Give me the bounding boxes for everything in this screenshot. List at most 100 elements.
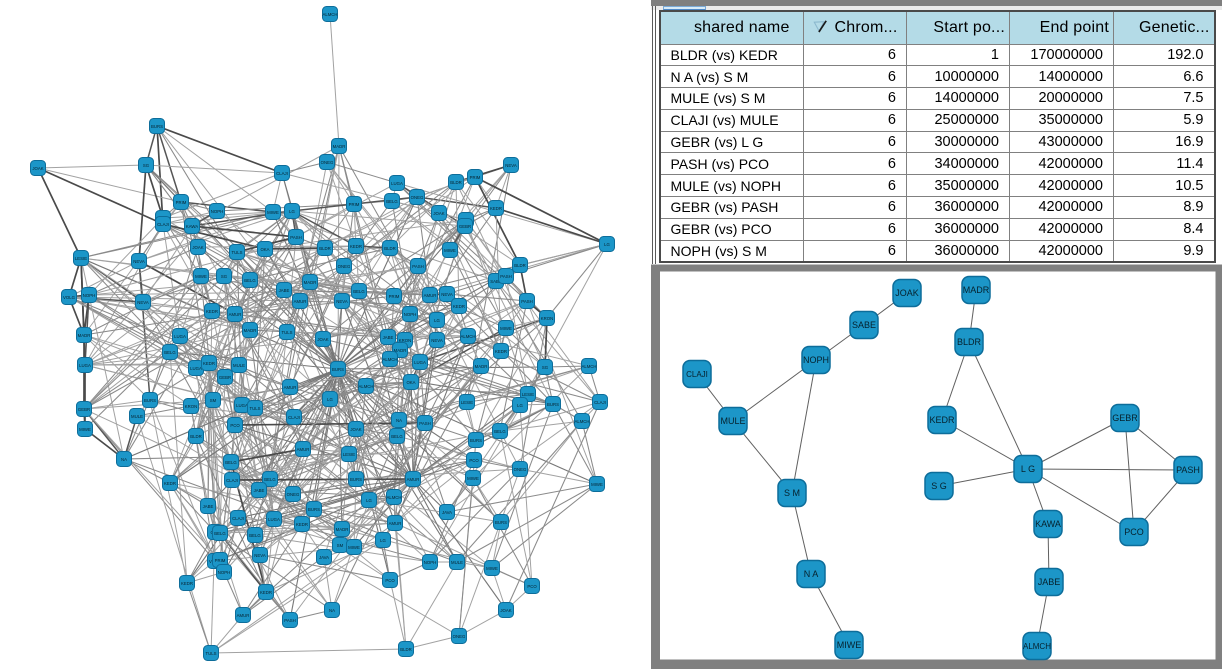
svg-text:LG: LG [604,242,610,247]
svg-text:MIWE: MIWE [267,210,279,215]
svg-text:L G: L G [1021,464,1035,474]
svg-text:LG: LG [327,397,333,402]
svg-text:BLDR: BLDR [384,246,395,251]
svg-text:AMUR: AMUR [297,447,310,452]
svg-text:SABE: SABE [852,320,876,330]
svg-text:PASH: PASH [284,618,295,623]
svg-text:MADR: MADR [78,333,91,338]
svg-text:MULE: MULE [131,414,143,419]
svg-text:PCO: PCO [527,584,537,589]
svg-text:VOLG: VOLG [63,295,76,300]
svg-text:BELG: BELG [264,477,276,482]
svg-text:CLAJI: CLAJI [157,222,169,227]
svg-text:PASH: PASH [1176,465,1200,475]
svg-text:CLAJI: CLAJI [276,171,288,176]
svg-text:PCO: PCO [230,423,240,428]
svg-text:KAWA: KAWA [186,224,198,229]
svg-text:SG: SG [143,163,150,168]
svg-text:LUGA: LUGA [391,181,403,186]
svg-text:S G: S G [931,481,947,491]
svg-text:ONEG: ONEG [453,634,466,639]
svg-text:BLDR: BLDR [514,263,525,268]
svg-text:JAVA: JAVA [319,555,329,560]
svg-text:ONEG: ONEG [321,160,334,165]
svg-text:NOPH: NOPH [218,570,230,575]
svg-text:BELG: BELG [386,199,398,204]
svg-text:PCO: PCO [1124,527,1144,537]
svg-text:SG: SG [221,274,228,279]
svg-text:NOPH: NOPH [404,312,416,317]
svg-text:JOAK: JOAK [192,245,203,250]
svg-text:KEDR: KEDR [203,361,215,366]
svg-text:MADR: MADR [394,348,407,353]
svg-text:BLDR: BLDR [190,434,201,439]
svg-text:JOAK: JOAK [433,211,444,216]
svg-text:PASH: PASH [412,264,423,269]
svg-text:LUGA: LUGA [174,334,186,339]
svg-text:MIWE: MIWE [467,476,479,481]
svg-text:ALMCH: ALMCH [574,419,589,424]
svg-text:ONEG: ONEG [514,467,527,472]
svg-text:KEDR: KEDR [181,581,193,586]
svg-text:ALMCH: ALMCH [322,12,337,17]
svg-text:MIWE: MIWE [591,482,603,487]
svg-text:SG: SG [542,365,549,370]
svg-text:CLAJI: CLAJI [594,400,606,405]
svg-text:AMUR: AMUR [284,385,297,390]
svg-text:JABE: JABE [383,335,394,340]
svg-text:JOAK: JOAK [350,427,361,432]
svg-text:BLDR: BLDR [957,337,982,347]
svg-text:KEDR: KEDR [260,590,272,595]
svg-text:MADR: MADR [963,285,990,295]
svg-text:KRON: KRON [399,338,411,343]
svg-text:NOPH: NOPH [83,293,95,298]
svg-text:SM: SM [337,543,344,548]
svg-text:NEVA: NEVA [133,259,145,264]
svg-text:AMUR: AMUR [294,299,307,304]
svg-text:GEBR: GEBR [78,407,90,412]
svg-text:BURS: BURS [151,124,163,129]
svg-text:KRON: KRON [185,404,197,409]
svg-text:MULE: MULE [451,560,463,565]
svg-text:MIWE: MIWE [348,545,360,550]
svg-text:NOPH: NOPH [424,560,436,565]
svg-text:KEDR: KEDR [164,481,176,486]
svg-text:MADR: MADR [244,328,257,333]
svg-text:OKA: OKA [406,380,415,385]
svg-text:MIWE: MIWE [195,274,207,279]
svg-text:NA: NA [121,457,127,462]
svg-text:JOAK: JOAK [500,608,511,613]
svg-text:AMUR: AMUR [407,477,420,482]
svg-text:JABE: JABE [279,288,290,293]
svg-text:JABE: JABE [254,488,265,493]
svg-text:LG: LG [380,538,386,543]
svg-text:LG: LG [517,403,523,408]
svg-text:KEDR: KEDR [490,206,502,211]
svg-text:LUGA: LUGA [414,360,426,365]
svg-text:BELG: BELG [244,278,256,283]
svg-text:MADR: MADR [304,280,317,285]
svg-text:PCO: PCO [469,458,479,463]
svg-text:KEDR: KEDR [350,244,362,249]
svg-text:BLDR: BLDR [450,180,461,185]
svg-text:BELG: BELG [353,289,365,294]
svg-text:LUGA: LUGA [190,366,202,371]
svg-text:ONEG: ONEG [338,264,351,269]
svg-text:ALMCH: ALMCH [358,384,373,389]
svg-text:NA: NA [396,418,402,423]
svg-text:CLAJI: CLAJI [232,516,244,521]
svg-text:KEDR: KEDR [495,349,507,354]
svg-text:TULS: TULS [250,406,261,411]
svg-text:MADR: MADR [475,364,488,369]
svg-text:BLDR: BLDR [319,246,330,251]
svg-text:JAVA: JAVA [442,510,452,515]
svg-text:MADR: MADR [336,527,349,532]
svg-text:MULE: MULE [233,363,245,368]
svg-text:NEVA: NEVA [254,553,266,558]
svg-text:JOAK: JOAK [895,288,919,298]
svg-text:LESIE: LESIE [522,392,534,397]
svg-text:BURS: BURS [547,402,559,407]
svg-text:NEVA: NEVA [336,299,348,304]
svg-text:BELG: BELG [391,434,403,439]
svg-text:AMUR: AMUR [237,613,250,618]
